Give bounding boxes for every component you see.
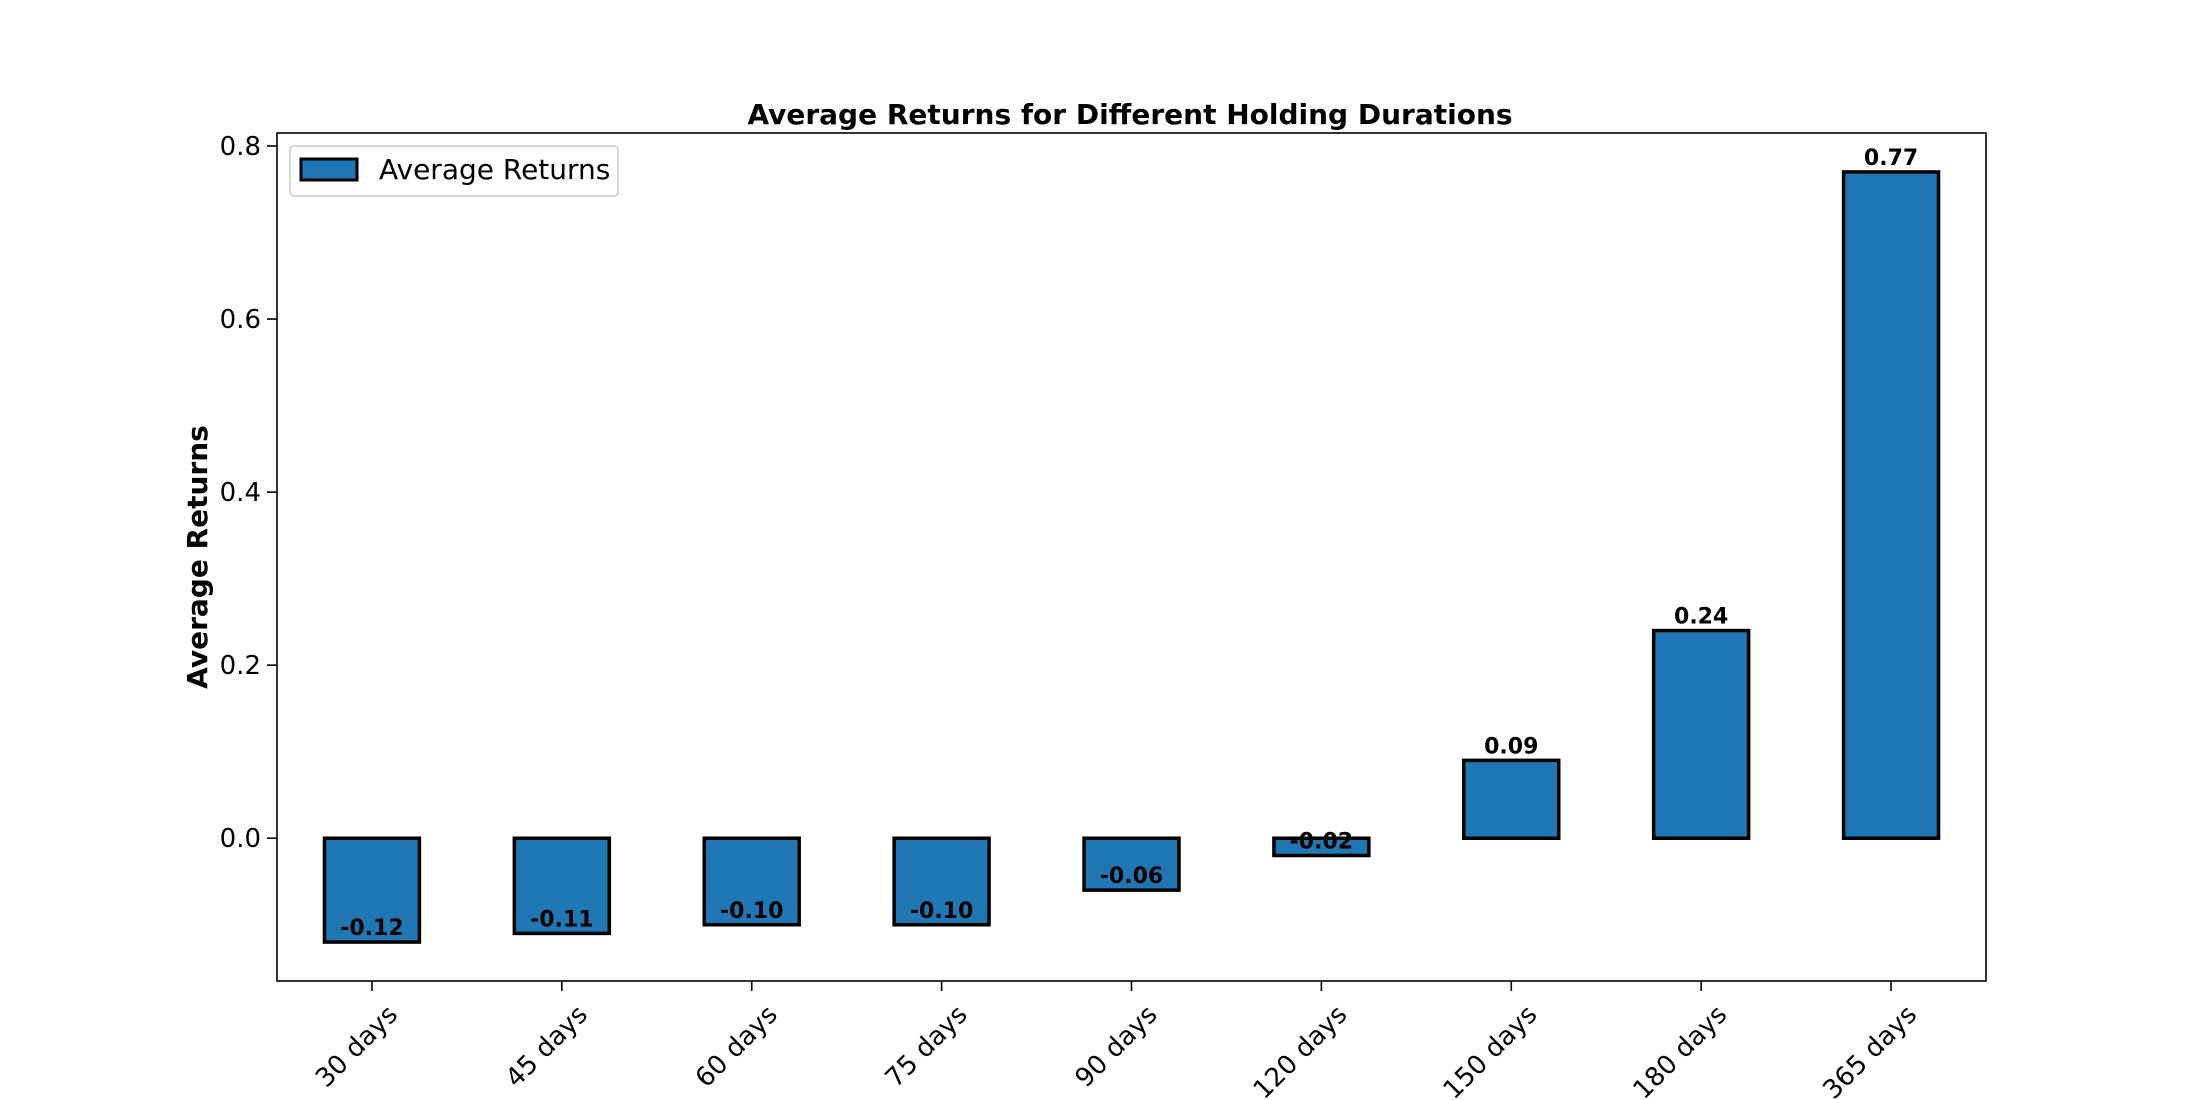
value-labels-layer: -0.12 -0.11 -0.10 -0.10 -0.06 -0.02 0.09 0.24 0.… xyxy=(340,146,1918,941)
x-tick-label-4: 90 days xyxy=(1070,1000,1164,1094)
x-tick-label-2: 60 days xyxy=(690,1000,784,1094)
bar-value-label-1: -0.11 xyxy=(530,907,593,932)
y-tick-label-2: 0.4 xyxy=(220,478,261,508)
bar-2 xyxy=(702,836,801,927)
bar-7 xyxy=(1651,628,1751,840)
bar-0 xyxy=(322,836,422,944)
bar-value-label-8: 0.77 xyxy=(1864,146,1918,171)
bar-value-label-2: -0.10 xyxy=(720,899,783,924)
x-tick-label-0: 30 days xyxy=(310,1000,404,1094)
y-axis: 0.0 0.2 0.4 0.6 0.8 xyxy=(220,132,277,854)
x-tick-label-3: 75 days xyxy=(880,1000,974,1094)
legend-label: Average Returns xyxy=(379,153,610,186)
bar-4 xyxy=(1082,836,1181,892)
y-tick-label-0: 0.0 xyxy=(220,824,261,854)
bar-3 xyxy=(892,836,991,927)
bar-value-label-7: 0.24 xyxy=(1674,605,1728,630)
y-tick-label-1: 0.2 xyxy=(220,651,261,681)
bar-5 xyxy=(1272,836,1371,858)
x-tick-label-1: 45 days xyxy=(500,1000,594,1094)
bar-value-label-6: 0.09 xyxy=(1484,734,1538,759)
bar-1 xyxy=(512,836,612,936)
x-tick-label-7: 180 days xyxy=(1628,1000,1734,1100)
bar-8 xyxy=(1841,170,1941,840)
x-axis: 30 days 45 days 60 days 75 days 90 days 120 d… xyxy=(310,981,1923,1100)
y-tick-label-3: 0.6 xyxy=(220,305,261,335)
x-tick-label-5: 120 days xyxy=(1248,1000,1354,1100)
legend-swatch xyxy=(299,157,359,182)
x-tick-label-6: 150 days xyxy=(1438,1000,1544,1100)
bar-value-label-0: -0.12 xyxy=(340,916,403,941)
bars-layer xyxy=(322,170,1941,944)
x-tick-label-8: 365 days xyxy=(1817,1000,1923,1100)
legend-box xyxy=(289,145,619,197)
bar-value-label-4: -0.06 xyxy=(1100,864,1163,889)
legend: Average Returns xyxy=(289,145,619,197)
bar-6 xyxy=(1462,758,1561,840)
bar-value-label-3: -0.10 xyxy=(910,899,973,924)
y-tick-label-4: 0.8 xyxy=(220,132,261,162)
y-axis-label: Average Returns xyxy=(181,425,214,689)
chart-title: Average Returns for Different Holding Du… xyxy=(747,98,1512,131)
bar-value-label-5: -0.02 xyxy=(1290,830,1353,855)
